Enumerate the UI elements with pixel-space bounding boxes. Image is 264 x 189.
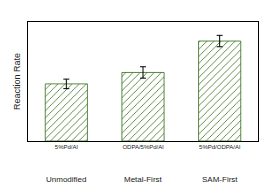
svg-text:Unmodified: Unmodified — [46, 175, 86, 184]
svg-text:SAM-First: SAM-First — [202, 175, 238, 184]
svg-text:5%Pd/Al: 5%Pd/Al — [55, 144, 78, 150]
svg-text:ODPA/5%Pd/Al: ODPA/5%Pd/Al — [122, 144, 163, 150]
svg-text:5%Pd/ODPA/Al: 5%Pd/ODPA/Al — [199, 144, 240, 150]
svg-text:Reaction Rate: Reaction Rate — [12, 53, 22, 110]
svg-text:Metal-First: Metal-First — [124, 175, 163, 184]
